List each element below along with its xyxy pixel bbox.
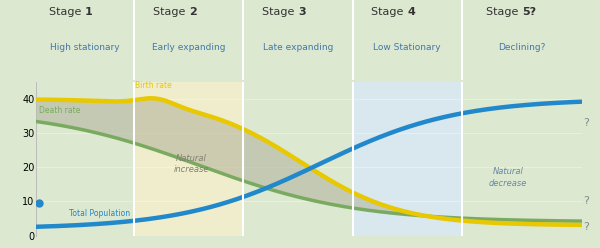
Text: ?: ? [583,196,589,206]
Text: Early expanding: Early expanding [152,43,226,52]
Text: Natural
decrease: Natural decrease [489,167,527,187]
Text: Natural
increase: Natural increase [174,154,209,174]
Text: Stage: Stage [262,7,298,17]
Text: Total Population: Total Population [69,209,130,218]
Text: 4: 4 [407,7,415,17]
Bar [134,82,244,236]
Text: Stage: Stage [49,7,85,17]
Text: 5?: 5? [522,7,536,17]
Bar [353,82,462,236]
Text: Stage: Stage [153,7,189,17]
Text: Late expanding: Late expanding [263,43,333,52]
Text: Declining?: Declining? [498,43,545,52]
Bar [36,82,134,236]
Text: 3: 3 [298,7,306,17]
Bar [244,82,353,236]
Text: Death rate: Death rate [39,106,80,115]
Text: Stage: Stage [371,7,407,17]
Text: Stage: Stage [486,7,522,17]
Text: 1: 1 [85,7,93,17]
Text: ?: ? [583,222,589,232]
Text: High stationary: High stationary [50,43,120,52]
Bar [462,82,582,236]
Text: Birth rate: Birth rate [135,81,172,91]
Text: Low Stationary: Low Stationary [373,43,441,52]
Text: 2: 2 [189,7,197,17]
Text: ?: ? [583,118,589,128]
